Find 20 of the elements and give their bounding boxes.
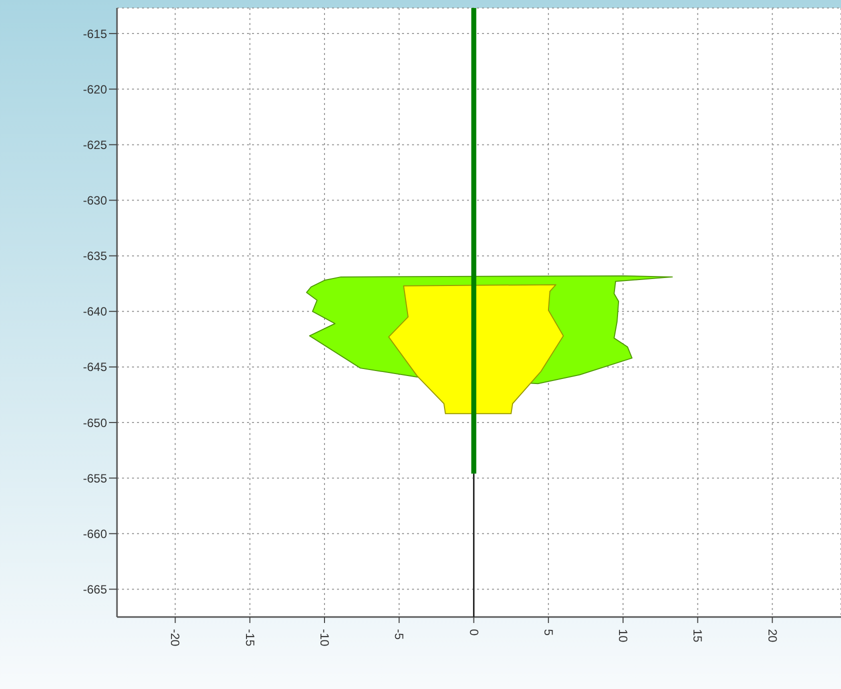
x-tick-label: 15 [690,629,705,643]
y-tick-label: -645 [82,360,108,374]
y-tick-label: -640 [82,304,108,319]
x-tick-label: 20 [765,629,780,643]
x-tick-label: 0 [466,629,481,636]
y-tick-label: -635 [82,249,108,264]
x-tick-label: -10 [317,629,332,647]
y-tick-label: -625 [82,138,108,152]
y-tick-label: -655 [82,471,108,486]
x-tick-label: 5 [541,629,556,636]
x-tick-label: -5 [392,629,406,640]
y-tick-label: -620 [82,82,108,96]
x-tick-label: 10 [616,629,630,643]
x-tick-label: -20 [168,629,182,647]
x-tick-label: -15 [242,629,257,647]
y-tick-label: -630 [82,194,108,208]
y-tick-label: -660 [82,526,108,541]
y-tick-label: -615 [82,26,108,41]
y-tick-label: -650 [82,416,108,430]
y-tick-label: -665 [82,582,108,596]
